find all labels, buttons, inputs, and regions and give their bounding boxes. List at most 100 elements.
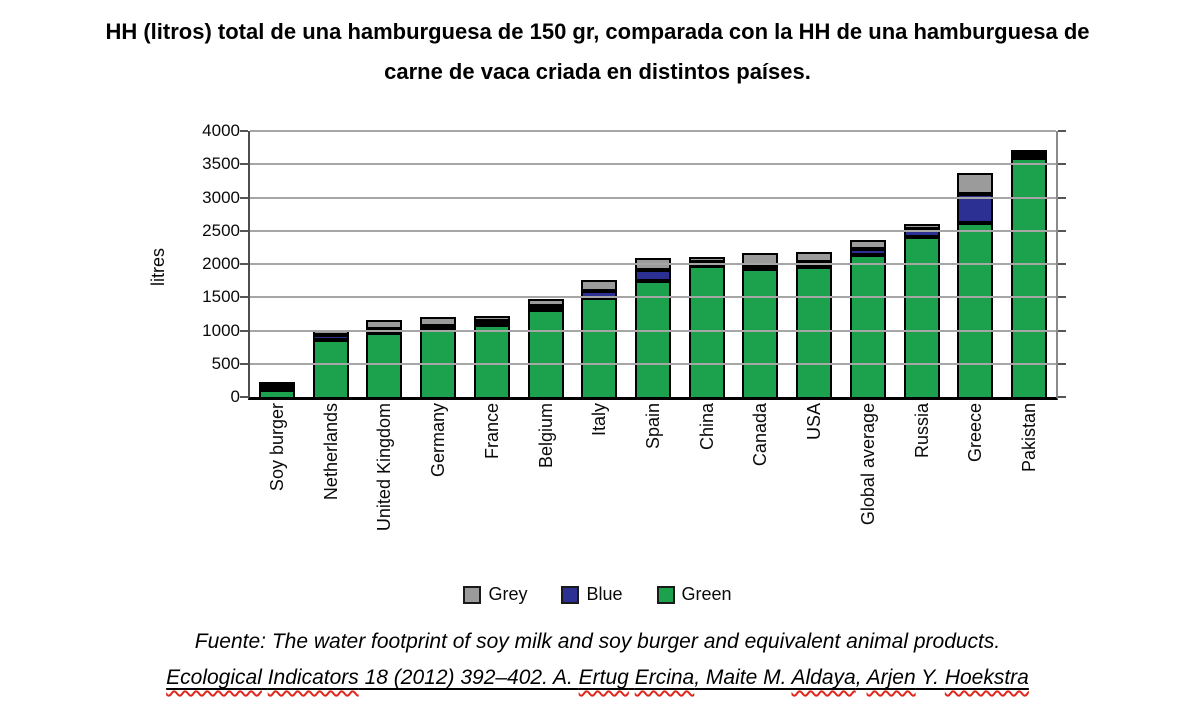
- gridline: [250, 263, 1056, 265]
- source-word-misspelled: Hoekstra: [944, 666, 1029, 689]
- bar-segment-blue: [849, 249, 886, 256]
- x-label-slot: Germany: [411, 403, 465, 578]
- bar-slot: [626, 131, 680, 397]
- source-word-misspelled: Indicators: [267, 666, 359, 689]
- x-label-slot: Spain: [626, 403, 680, 578]
- bar-slot: [949, 131, 1003, 397]
- bar-segment-blue: [635, 269, 671, 281]
- x-axis-label: United Kingdom: [374, 403, 395, 532]
- x-axis-label: Belgium: [535, 403, 556, 469]
- x-axis-label: Germany: [428, 403, 449, 478]
- bar-segment-blue: [312, 335, 349, 341]
- bar-segment-blue: [527, 305, 564, 310]
- source-line-1: Fuente: The water footprint of soy milk …: [194, 630, 1001, 653]
- legend-item: Green: [656, 584, 732, 605]
- x-label-slot: Italy: [572, 403, 626, 578]
- axis-tick-right: [1058, 329, 1066, 332]
- x-axis-label: Soy burger: [266, 403, 287, 492]
- x-axis-label: France: [481, 403, 502, 460]
- source-word-misspelled: Aldaya: [791, 666, 856, 689]
- legend-swatch-green: [656, 585, 675, 604]
- gridline: [250, 362, 1056, 365]
- x-label-slot: Canada: [734, 403, 788, 578]
- axis-tick-left: [240, 229, 248, 232]
- axis-tick-left: [240, 329, 248, 332]
- axis-tick-left: [240, 263, 248, 265]
- legend-swatch-grey: [463, 585, 482, 604]
- bar-segment-green: [688, 266, 725, 397]
- gridline: [250, 329, 1056, 332]
- x-label-slot: Belgium: [519, 403, 573, 578]
- axis-tick-left: [240, 163, 248, 166]
- gridline: [250, 163, 1056, 166]
- stacked-bar: [581, 280, 618, 397]
- bar-slot: [734, 131, 788, 397]
- source-word-misspelled: Ertug: [578, 666, 629, 689]
- legend-item: Blue: [561, 584, 623, 605]
- x-axis-labels: Soy burger Netherlands United Kingdom Germa…: [250, 403, 1056, 578]
- y-tick-label: 1000: [202, 320, 240, 340]
- stacked-bar: [1011, 150, 1048, 397]
- bar-segment-blue: [742, 265, 779, 270]
- stacked-bar: [473, 315, 510, 397]
- bar-segment-grey: [258, 382, 295, 387]
- bar-slot: [465, 131, 519, 397]
- bar-segment-green: [527, 309, 564, 397]
- axis-tick-left: [240, 130, 248, 132]
- x-axis-label: Global average: [857, 403, 878, 526]
- x-label-slot: Greece: [949, 403, 1003, 578]
- x-axis-label: Greece: [965, 403, 986, 463]
- x-axis-label: Italy: [589, 403, 610, 437]
- y-tick-label: 500: [211, 353, 240, 373]
- bar-segment-green: [957, 222, 994, 397]
- gridline: [250, 130, 1056, 132]
- bar-segment-green: [849, 255, 886, 397]
- bar-segment-green: [581, 297, 618, 397]
- bar-segment-green: [473, 324, 510, 397]
- x-label-slot: France: [465, 403, 519, 578]
- x-axis-label: Netherlands: [320, 403, 341, 501]
- source-word-misspelled: Ecological: [166, 666, 262, 689]
- bar-segment-grey: [849, 239, 886, 250]
- bar-segment-green: [1011, 158, 1048, 397]
- bar-segment-blue: [957, 194, 994, 223]
- bar-segment-blue: [473, 320, 510, 325]
- x-axis-label: Pakistan: [1019, 403, 1040, 473]
- bar-segment-blue: [258, 386, 295, 391]
- x-axis-label: China: [696, 403, 717, 451]
- bar-segment-green: [312, 340, 349, 397]
- source-text: 18 (2012) 392–402. A.: [358, 666, 579, 689]
- plot-area: [240, 130, 1066, 400]
- stacked-bar: [903, 223, 940, 397]
- bar-slot: [572, 131, 626, 397]
- x-label-slot: United Kingdom: [357, 403, 411, 578]
- stacked-bar: [957, 172, 994, 397]
- chart-title: HH (litros) total de una hamburguesa de …: [10, 12, 1185, 92]
- y-tick-label: 4000: [202, 121, 240, 140]
- x-axis-label: USA: [804, 403, 825, 441]
- stacked-bar: [366, 320, 403, 397]
- chart-title-line-1: HH (litros) total de una hamburguesa de …: [105, 19, 1090, 44]
- gridline: [250, 196, 1056, 199]
- axis-tick-right: [1058, 396, 1066, 398]
- x-label-slot: China: [680, 403, 734, 578]
- y-tick-label: 3500: [202, 154, 240, 174]
- bar-segment-grey: [473, 315, 510, 321]
- stacked-bar: [796, 252, 833, 397]
- bar-segment-green: [635, 280, 671, 397]
- bar-segment-grey: [796, 252, 833, 263]
- axis-tick-left: [240, 362, 248, 365]
- legend: Grey Blue Green: [0, 584, 1195, 605]
- bar-segment-green: [742, 269, 779, 397]
- x-axis-label: Canada: [750, 403, 771, 467]
- axis-tick-right: [1058, 130, 1066, 132]
- axis-tick-right: [1058, 263, 1066, 265]
- stacked-bar: [527, 298, 564, 397]
- stacked-bar: [258, 382, 295, 397]
- x-label-slot: USA: [787, 403, 841, 578]
- legend-label: Blue: [586, 584, 623, 604]
- x-label-slot: Russia: [895, 403, 949, 578]
- x-label-slot: Soy burger: [250, 403, 304, 578]
- bar-segment-green: [366, 332, 403, 397]
